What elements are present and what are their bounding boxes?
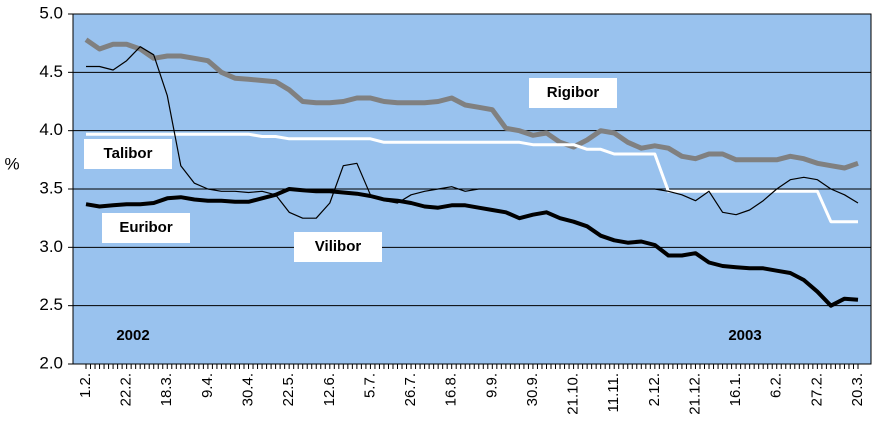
x-tick-label: 16.8. [443,373,460,406]
annotation: Rigibor [547,84,600,101]
y-tick-label: 4.0 [39,120,63,139]
annotation-box [529,78,617,108]
y-tick-label: 2.5 [39,295,63,314]
x-tick-label: 20.3. [849,373,866,406]
annotation-box [102,213,190,243]
x-tick-label: 30.4. [239,373,256,406]
x-tick-label: 27.2. [808,373,825,406]
y-tick-label: 5.0 [39,3,63,22]
y-tick-label: 4.5 [39,62,63,81]
series-line [84,37,859,171]
plot-border [72,13,872,365]
x-tick-label: 22.5. [280,373,297,406]
y-tick-label: 2.0 [39,353,63,372]
x-tick-label: 2.12. [646,373,663,406]
annotation: Euribor [119,219,172,236]
annotation: 2003 [728,327,761,344]
x-tick-label: 26.7. [402,373,419,406]
x-tick-label: 9.4. [199,373,216,398]
x-tick-label: 6.2. [768,373,785,398]
series-line [85,187,859,308]
x-tick-label: 16.1. [727,373,744,406]
series-line [86,46,859,219]
y-axis-label: % [4,154,19,173]
x-tick-label: 22.2. [118,373,135,406]
x-tick-label: 21.10. [565,373,582,415]
x-tick-label: 9.9. [483,373,500,398]
annotation: Talibor [104,145,153,162]
x-tick-label: 30.9. [524,373,541,406]
annotation-box [84,139,172,169]
x-tick-label: 18.3. [158,373,175,406]
x-tick-label: 12.6. [321,373,338,406]
x-tick-label: 5.7. [361,373,378,398]
y-tick-label: 3.0 [39,237,63,256]
annotation: Vilibor [315,238,362,255]
x-tick-label: 1.2. [77,373,94,398]
series-line [86,132,858,224]
x-tick-label: 21.12. [686,373,703,415]
y-tick-label: 3.5 [39,178,63,197]
annotation: 2002 [116,327,149,344]
annotation-box [294,232,382,262]
x-tick-label: 11.11. [605,373,622,412]
